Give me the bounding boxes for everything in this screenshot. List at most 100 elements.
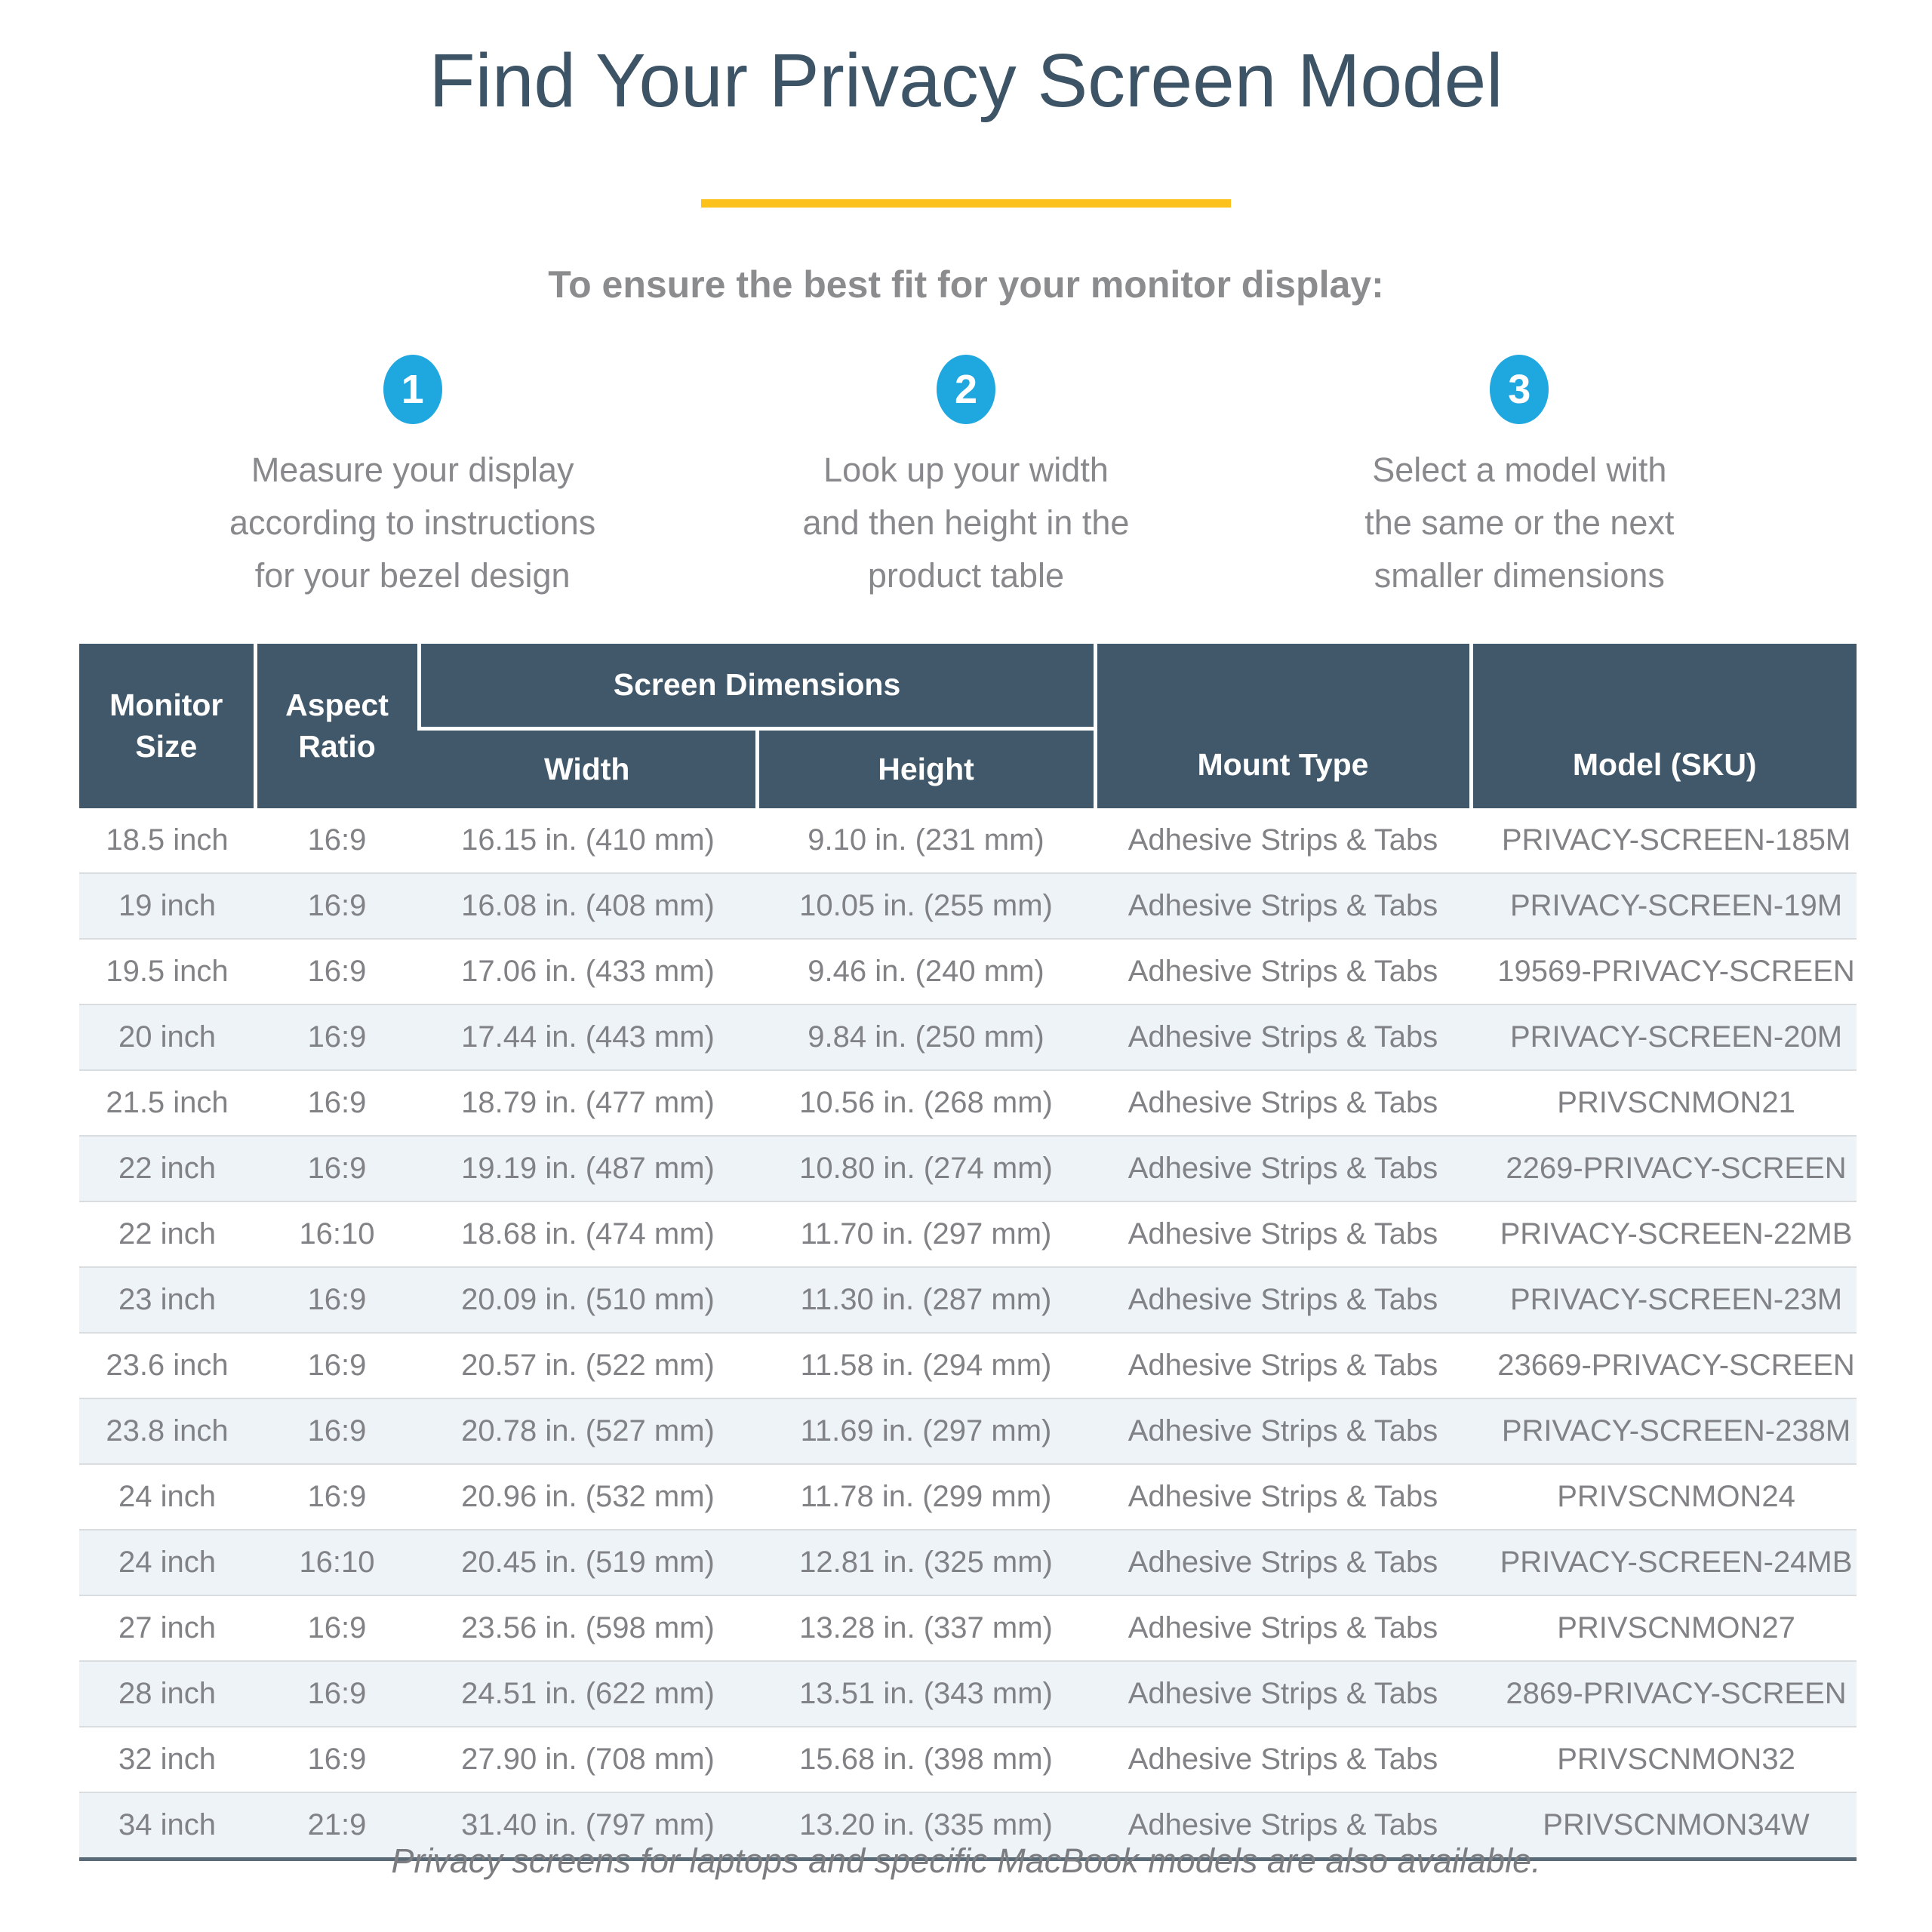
aspect-ratio-cell: 16:9 bbox=[255, 872, 419, 939]
height-cell: 9.46 in. (240 mm) bbox=[757, 938, 1095, 1004]
height-cell: 9.10 in. (231 mm) bbox=[808, 823, 1044, 857]
table-row: 24 inch 16:10 20.45 in. (519 mm) 12.81 i… bbox=[79, 1529, 1857, 1595]
aspect-ratio-cell: 16:10 bbox=[255, 1201, 419, 1267]
header-mount-type: Mount Type bbox=[1093, 644, 1471, 808]
model-sku-cell: PRIVACY-SCREEN-24MB bbox=[1471, 1529, 1857, 1595]
height-cell: 10.80 in. (274 mm) bbox=[757, 1135, 1095, 1201]
monitor-size-cell: 18.5 inch bbox=[106, 823, 229, 857]
height-cell: 13.51 in. (343 mm) bbox=[757, 1660, 1095, 1727]
width-cell: 19.19 in. (487 mm) bbox=[419, 1135, 757, 1201]
model-sku-cell: PRIVSCNMON21 bbox=[1471, 1069, 1857, 1136]
width-cell: 17.06 in. (433 mm) bbox=[419, 938, 757, 1004]
model-sku-cell: 23669-PRIVACY-SCREEN bbox=[1471, 1332, 1857, 1398]
height-cell: 11.78 in. (299 mm) bbox=[757, 1463, 1095, 1530]
monitor-size-cell: 23.8 inch bbox=[79, 1398, 255, 1464]
model-sku-cell: PRIVACY-SCREEN-20M bbox=[1471, 1004, 1857, 1070]
height-cell: 10.56 in. (268 mm) bbox=[757, 1069, 1095, 1136]
table-row: 18.5 inch 16:9 16.15 in. (410 mm) 9.10 i… bbox=[79, 808, 1857, 873]
width-cell: 31.40 in. (797 mm) bbox=[419, 1792, 757, 1861]
height-cell: 11.58 in. (294 mm) bbox=[757, 1332, 1095, 1398]
width-cell: 16.08 in. (408 mm) bbox=[419, 872, 757, 939]
header-monitor-size: Monitor Size bbox=[79, 644, 255, 808]
aspect-ratio-cell: 16:9 bbox=[255, 1266, 419, 1333]
model-sku-cell: PRIVSCNMON24 bbox=[1471, 1463, 1857, 1530]
table-row: 19 inch 16:9 16.08 in. (408 mm) 10.05 in… bbox=[79, 872, 1857, 939]
mount-type-cell: Adhesive Strips & Tabs bbox=[1095, 1726, 1471, 1792]
header-aspect-ratio: Aspect Ratio bbox=[253, 644, 419, 808]
monitor-size-cell: 27 inch bbox=[79, 1595, 255, 1661]
header-model-sku: Model (SKU) bbox=[1469, 644, 1857, 808]
mount-type-cell: Adhesive Strips & Tabs bbox=[1128, 823, 1438, 857]
step-3: 3 Select a model with the same or the ne… bbox=[1258, 355, 1781, 601]
model-sku-cell: 2269-PRIVACY-SCREEN bbox=[1471, 1135, 1857, 1201]
steps-row: 1 Measure your display according to inst… bbox=[151, 355, 1781, 601]
step-3-number-badge: 3 bbox=[1490, 355, 1549, 424]
monitor-size-cell: 19 inch bbox=[79, 872, 255, 939]
height-cell: 13.20 in. (335 mm) bbox=[757, 1792, 1095, 1861]
table-row: 23.6 inch 16:9 20.57 in. (522 mm) 11.58 … bbox=[79, 1332, 1857, 1398]
yellow-divider bbox=[701, 199, 1231, 208]
header-height: Height bbox=[755, 728, 1095, 808]
page-subtitle: To ensure the best fit for your monitor … bbox=[548, 263, 1384, 306]
monitor-size-cell: 23.6 inch bbox=[79, 1332, 255, 1398]
footer-note: Privacy screens for laptops and specific… bbox=[391, 1841, 1541, 1880]
header-screen-dimensions: Screen Dimensions bbox=[417, 644, 1095, 731]
header-width: Width bbox=[419, 728, 757, 808]
table-body: 18.5 inch 16:9 16.15 in. (410 mm) 9.10 i… bbox=[79, 808, 1857, 1861]
mount-type-cell: Adhesive Strips & Tabs bbox=[1095, 938, 1471, 1004]
monitor-size-cell: 23 inch bbox=[79, 1266, 255, 1333]
aspect-ratio-cell: 21:9 bbox=[255, 1792, 419, 1861]
mount-type-cell: Adhesive Strips & Tabs bbox=[1095, 1201, 1471, 1267]
aspect-ratio-cell: 16:10 bbox=[255, 1529, 419, 1595]
width-cell: 18.79 in. (477 mm) bbox=[419, 1069, 757, 1136]
mount-type-cell: Adhesive Strips & Tabs bbox=[1095, 1792, 1471, 1861]
model-sku-cell: 2869-PRIVACY-SCREEN bbox=[1471, 1660, 1857, 1727]
monitor-size-cell: 28 inch bbox=[79, 1660, 255, 1727]
page-title: Find Your Privacy Screen Model bbox=[429, 38, 1503, 123]
width-cell: 20.09 in. (510 mm) bbox=[419, 1266, 757, 1333]
table-row: 34 inch 21:9 31.40 in. (797 mm) 13.20 in… bbox=[79, 1792, 1857, 1861]
step-2: 2 Look up your width and then height in … bbox=[704, 355, 1227, 601]
height-cell: 9.84 in. (250 mm) bbox=[757, 1004, 1095, 1070]
aspect-ratio-cell: 16:9 bbox=[255, 1069, 419, 1136]
monitor-size-cell: 24 inch bbox=[79, 1463, 255, 1530]
mount-type-cell: Adhesive Strips & Tabs bbox=[1095, 1463, 1471, 1530]
model-sku-cell: PRIVSCNMON32 bbox=[1471, 1726, 1857, 1792]
monitor-size-cell: 34 inch bbox=[79, 1792, 255, 1861]
width-cell: 27.90 in. (708 mm) bbox=[419, 1726, 757, 1792]
model-sku-cell: PRIVACY-SCREEN-238M bbox=[1471, 1398, 1857, 1464]
monitor-size-cell: 19.5 inch bbox=[79, 938, 255, 1004]
height-cell: 12.81 in. (325 mm) bbox=[757, 1529, 1095, 1595]
monitor-size-cell: 24 inch bbox=[79, 1529, 255, 1595]
model-sku-cell: 19569-PRIVACY-SCREEN bbox=[1471, 938, 1857, 1004]
width-cell: 20.57 in. (522 mm) bbox=[419, 1332, 757, 1398]
width-cell: 24.51 in. (622 mm) bbox=[419, 1660, 757, 1727]
monitor-size-cell: 20 inch bbox=[79, 1004, 255, 1070]
table-row: 27 inch 16:9 23.56 in. (598 mm) 13.28 in… bbox=[79, 1595, 1857, 1661]
step-2-number-badge: 2 bbox=[936, 355, 995, 424]
step-2-label: Look up your width and then height in th… bbox=[802, 451, 1130, 595]
aspect-ratio-cell: 16:9 bbox=[255, 1004, 419, 1070]
table-row: 19.5 inch 16:9 17.06 in. (433 mm) 9.46 i… bbox=[79, 938, 1857, 1004]
table-row: 24 inch 16:9 20.96 in. (532 mm) 11.78 in… bbox=[79, 1463, 1857, 1530]
table-row: 22 inch 16:10 18.68 in. (474 mm) 11.70 i… bbox=[79, 1201, 1857, 1267]
monitor-size-cell: 22 inch bbox=[79, 1135, 255, 1201]
mount-type-cell: Adhesive Strips & Tabs bbox=[1095, 1595, 1471, 1661]
model-sku-cell: PRIVACY-SCREEN-23M bbox=[1471, 1266, 1857, 1333]
mount-type-cell: Adhesive Strips & Tabs bbox=[1095, 1004, 1471, 1070]
monitor-size-cell: 32 inch bbox=[79, 1726, 255, 1792]
width-cell: 18.68 in. (474 mm) bbox=[419, 1201, 757, 1267]
model-sku-cell: PRIVACY-SCREEN-22MB bbox=[1471, 1201, 1857, 1267]
aspect-ratio-cell: 16:9 bbox=[255, 1135, 419, 1201]
step-1-label: Measure your display according to instru… bbox=[229, 451, 596, 595]
aspect-ratio-cell: 16:9 bbox=[255, 1595, 419, 1661]
height-cell: 13.28 in. (337 mm) bbox=[757, 1595, 1095, 1661]
model-sku-cell: PRIVACY-SCREEN-185M bbox=[1501, 823, 1851, 857]
model-sku-cell: PRIVSCNMON34W bbox=[1471, 1792, 1857, 1861]
aspect-ratio-cell: 16:9 bbox=[255, 1332, 419, 1398]
table-header: Monitor Size Aspect Ratio Screen Dimensi… bbox=[79, 644, 1857, 808]
mount-type-cell: Adhesive Strips & Tabs bbox=[1095, 1660, 1471, 1727]
width-cell: 23.56 in. (598 mm) bbox=[419, 1595, 757, 1661]
aspect-ratio-cell: 16:9 bbox=[255, 1660, 419, 1727]
